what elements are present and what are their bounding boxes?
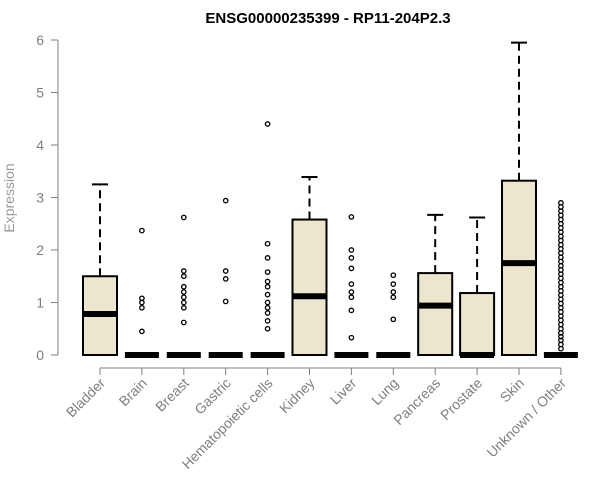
outlier-point [180, 283, 187, 290]
outlier-point [180, 273, 187, 280]
outlier-point [390, 272, 397, 279]
box-prostate [459, 216, 496, 358]
outlier-point [558, 333, 564, 340]
box-series [82, 41, 578, 358]
outlier-point [180, 304, 187, 311]
outlier-point [264, 299, 271, 306]
outlier-point [180, 294, 187, 301]
outlier-point [264, 255, 271, 261]
outlier-point [348, 265, 355, 272]
outlier-point [348, 214, 355, 220]
x-tick-label: Prostate [437, 375, 485, 423]
box-body [291, 218, 328, 356]
chart-title: ENSG00000235399 - RP11-204P2.3 [205, 10, 450, 27]
box-unknown-other [543, 199, 578, 358]
box-gastric [208, 197, 243, 358]
outlier-point [222, 197, 229, 204]
y-axis-label: Expression [1, 163, 17, 232]
x-tick-label: Liver [327, 375, 360, 408]
outlier-point [348, 281, 355, 287]
y-tick-label: 6 [36, 32, 44, 48]
y-tick-label: 4 [36, 137, 44, 153]
outlier-point [180, 319, 187, 326]
box-bladder [82, 183, 118, 356]
box-brain [124, 227, 159, 358]
outlier-point [264, 269, 271, 275]
outlier-point [222, 276, 229, 282]
outlier-point [264, 325, 271, 332]
box-skin [501, 41, 537, 356]
outlier-point [264, 278, 271, 285]
x-tick-label: Kidney [276, 375, 318, 417]
outlier-point [390, 294, 397, 301]
x-tick-label: Pancreas [390, 375, 443, 428]
box-breast [166, 214, 201, 358]
outlier-point [348, 294, 355, 301]
y-tick-label: 1 [36, 295, 44, 311]
x-tick-label: Skin [497, 375, 528, 406]
outlier-point [348, 255, 355, 261]
x-tick-label: Bladder [63, 375, 109, 421]
box-hematopoietic-cells [250, 121, 285, 358]
outlier-point [348, 334, 355, 341]
x-tick-label: Breast [152, 375, 192, 415]
box-kidney [291, 176, 328, 356]
box-pancreas [417, 213, 454, 357]
outlier-point [348, 289, 355, 295]
x-tick-label: Lung [368, 375, 401, 408]
x-tick-label: Brain [116, 375, 150, 409]
outlier-point [558, 199, 564, 206]
outlier-point [264, 121, 271, 127]
outlier-point [558, 337, 564, 344]
y-tick-label: 2 [36, 242, 44, 258]
outlier-point [180, 299, 187, 306]
outlier-point [222, 298, 229, 305]
outlier-point [180, 214, 187, 221]
outlier-point [264, 310, 271, 316]
outlier-point [264, 240, 271, 247]
outlier-point [390, 316, 397, 323]
y-axis: 0 1 2 3 4 5 6 [36, 32, 59, 363]
box-body [459, 292, 496, 356]
y-tick-label: 0 [36, 347, 44, 363]
outlier-point [390, 289, 397, 295]
box-lung [376, 272, 411, 358]
outlier-point [348, 247, 355, 253]
y-tick-label: 5 [36, 85, 44, 101]
box-liver [334, 214, 369, 358]
outlier-point [222, 268, 229, 274]
box-body [501, 179, 537, 356]
outlier-point [139, 304, 145, 311]
outlier-point [264, 283, 271, 290]
outlier-point [264, 291, 271, 298]
outlier-point [139, 328, 145, 335]
outlier-point [180, 289, 187, 295]
outlier-point [264, 318, 271, 324]
outlier-point [139, 295, 145, 302]
outlier-point [348, 307, 355, 314]
outlier-point [139, 227, 145, 234]
outlier-point [180, 268, 187, 274]
outlier-point [264, 304, 271, 311]
y-tick-label: 3 [36, 190, 44, 206]
outlier-point [390, 281, 397, 287]
box-body [417, 272, 454, 357]
x-tick-label: Unknown / Other [483, 375, 569, 461]
